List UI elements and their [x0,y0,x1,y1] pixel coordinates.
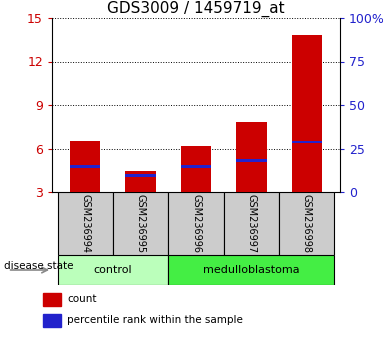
Text: percentile rank within the sample: percentile rank within the sample [67,315,243,325]
Text: disease state: disease state [4,262,73,272]
Bar [70,141,100,192]
Text: GSM236997: GSM236997 [246,194,256,253]
Text: GSM236998: GSM236998 [302,194,312,253]
Bar [43,293,61,306]
Bar [181,145,211,192]
Bar [224,192,279,255]
Text: count: count [67,294,97,304]
Text: GSM236996: GSM236996 [191,194,201,253]
Bar [168,255,334,285]
Bar [125,174,156,177]
Bar [279,192,334,255]
Text: GSM236994: GSM236994 [80,194,90,253]
Bar [291,141,322,143]
Bar [291,35,322,192]
Bar [57,255,168,285]
Bar [168,192,224,255]
Title: GDS3009 / 1459719_at: GDS3009 / 1459719_at [107,0,285,17]
Bar [236,159,267,162]
Bar [70,165,100,168]
Text: control: control [93,265,132,275]
Bar [125,171,156,192]
Text: medulloblastoma: medulloblastoma [203,265,300,275]
Bar [43,314,61,327]
Bar [181,165,211,168]
Bar [113,192,168,255]
Bar [236,122,267,192]
Bar [57,192,113,255]
Text: GSM236995: GSM236995 [136,194,146,253]
